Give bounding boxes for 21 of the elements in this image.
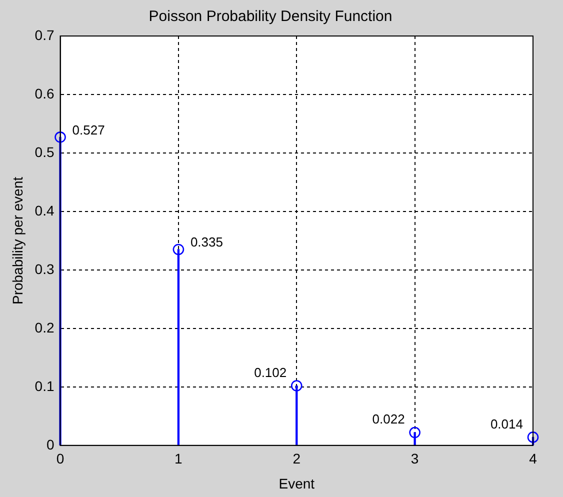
x-tick-label: 2 — [292, 450, 301, 467]
x-tick-label: 1 — [174, 450, 183, 467]
y-tick-label: 0.6 — [34, 85, 54, 102]
y-tick-label: 0.7 — [34, 26, 54, 43]
y-tick-label: 0.1 — [34, 378, 54, 394]
y-tick-label: 0.2 — [34, 319, 54, 336]
chart-title: Poisson Probability Density Function — [148, 8, 392, 26]
x-axis-title: Event — [278, 475, 315, 492]
data-label: 0.335 — [190, 234, 223, 250]
y-tick-label: 0 — [46, 436, 54, 452]
data-label: 0.022 — [372, 412, 405, 427]
y-tick-label: 0.3 — [34, 260, 54, 277]
y-tick-label: 0.5 — [34, 144, 54, 160]
x-tick-label: 3 — [410, 450, 419, 467]
data-label: 0.014 — [490, 416, 523, 432]
x-tick-label: 0 — [56, 450, 64, 467]
data-label: 0.527 — [72, 122, 105, 138]
x-tick-label: 4 — [529, 450, 538, 467]
y-axis-title: Probability per event — [9, 176, 26, 305]
data-label: 0.102 — [254, 364, 287, 380]
y-tick-label: 0.4 — [34, 202, 54, 218]
